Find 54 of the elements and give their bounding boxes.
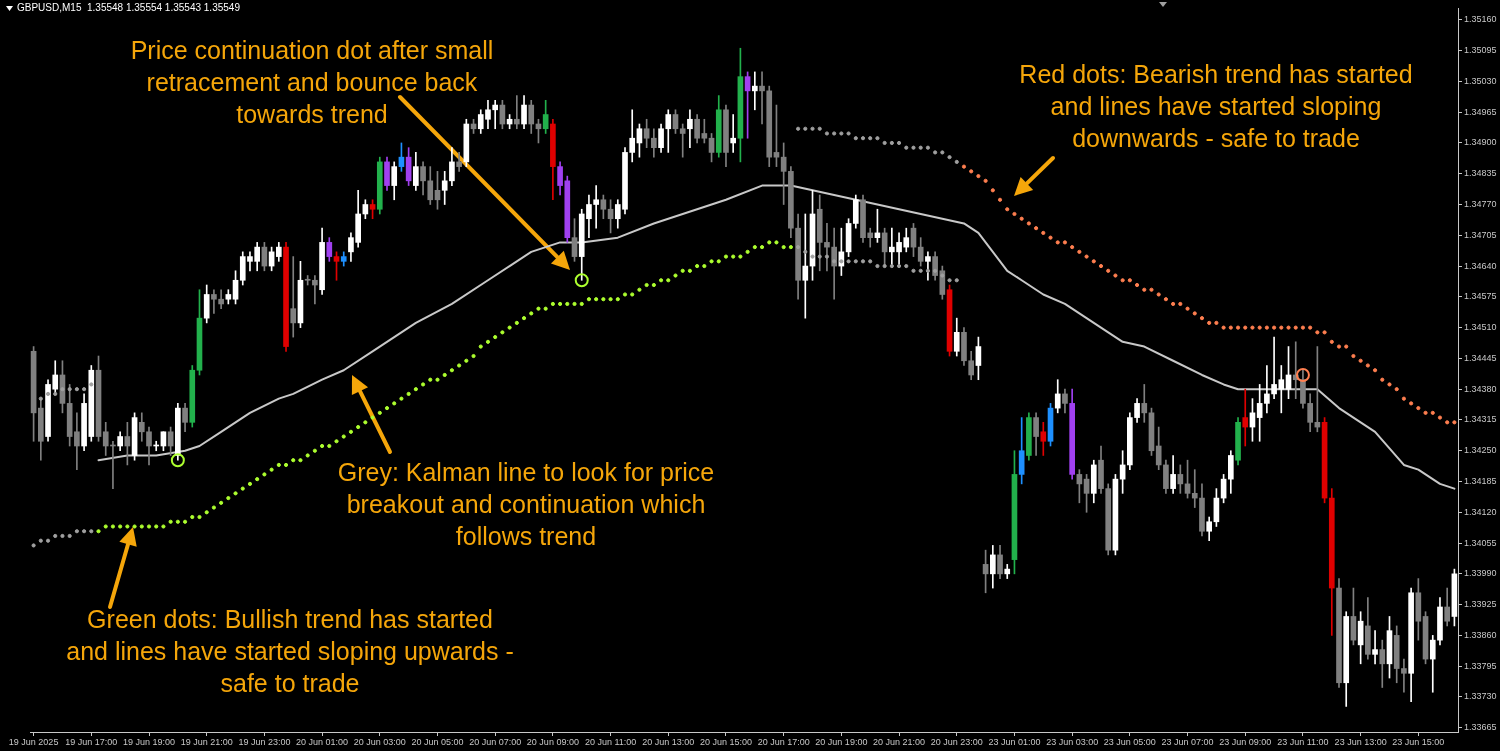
y-tick-label: 1.34380 <box>1464 383 1497 394</box>
y-tick-label: 1.35095 <box>1464 45 1497 56</box>
chart-title: GBPUSD,M15 1.35548 1.35554 1.35543 1.35549 <box>17 2 240 13</box>
x-tick-label: 20 Jun 03:00 <box>353 736 406 747</box>
x-tick-label: 23 Jun 15:00 <box>1392 736 1445 747</box>
y-tick-label: 1.34250 <box>1464 445 1497 456</box>
x-tick-label: 23 Jun 11:00 <box>1277 736 1329 747</box>
y-tick-label: 1.34575 <box>1464 291 1497 302</box>
x-tick-label: 23 Jun 13:00 <box>1334 736 1387 747</box>
x-tick-label: 20 Jun 13:00 <box>642 736 695 747</box>
y-tick-label: 1.34770 <box>1464 198 1497 209</box>
y-tick-label: 1.34315 <box>1464 414 1497 425</box>
x-tick-label: 20 Jun 09:00 <box>526 736 579 747</box>
y-tick-label: 1.35030 <box>1464 75 1497 86</box>
x-tick-label: 19 Jun 23:00 <box>238 736 291 747</box>
x-tick-label: 23 Jun 01:00 <box>988 736 1041 747</box>
x-tick-label: 23 Jun 03:00 <box>1046 736 1099 747</box>
y-tick-label: 1.35160 <box>1464 14 1497 25</box>
x-tick-label: 19 Jun 21:00 <box>180 736 233 747</box>
x-tick-label: 23 Jun 09:00 <box>1219 736 1272 747</box>
y-tick-label: 1.33925 <box>1464 599 1497 610</box>
x-tick-label: 19 Jun 2025 <box>8 736 59 747</box>
y-tick-label: 1.33665 <box>1464 722 1497 733</box>
annotation: Green dots: Bullish trend has started and lines have started sloping upwards - safe to trade <box>66 604 514 699</box>
y-tick-label: 1.34120 <box>1464 506 1497 517</box>
x-tick-label: 20 Jun 15:00 <box>699 736 752 747</box>
annotation: Grey: Kalman line to look for price breakout and continuation which follows trend <box>337 457 715 552</box>
y-tick-label: 1.34705 <box>1464 229 1497 240</box>
x-tick-label: 20 Jun 05:00 <box>411 736 464 747</box>
x-tick-label: 19 Jun 19:00 <box>122 736 176 747</box>
y-tick-label: 1.34055 <box>1464 537 1497 548</box>
x-tick-label: 20 Jun 07:00 <box>469 736 522 747</box>
y-tick-label: 1.33795 <box>1464 660 1497 671</box>
y-tick-label: 1.33730 <box>1464 691 1497 702</box>
y-tick-label: 1.34640 <box>1464 260 1497 271</box>
y-tick-label: 1.33990 <box>1464 568 1497 579</box>
y-tick-label: 1.34900 <box>1464 137 1497 148</box>
y-tick-label: 1.34510 <box>1464 322 1497 333</box>
x-tick-label: 23 Jun 07:00 <box>1161 736 1214 747</box>
x-tick-label: 20 Jun 23:00 <box>930 736 983 747</box>
y-tick-label: 1.34185 <box>1464 476 1497 486</box>
annotation: Price continuation dot after small retracement and bounce back towards trend <box>130 35 494 130</box>
x-tick-label: 20 Jun 17:00 <box>757 736 810 747</box>
x-tick-label: 20 Jun 11:00 <box>584 736 637 747</box>
x-tick-label: 20 Jun 21:00 <box>873 736 926 747</box>
annotation: Red dots: Bearish trend has started and lines have started sloping downwards - safe to trade <box>1019 59 1413 154</box>
y-tick-label: 1.33860 <box>1464 629 1497 640</box>
y-tick-label: 1.34445 <box>1464 352 1497 363</box>
y-tick-label: 1.34835 <box>1464 168 1497 179</box>
y-tick-label: 1.34965 <box>1464 106 1497 117</box>
x-tick-label: 23 Jun 05:00 <box>1103 736 1156 747</box>
x-tick-label: 19 Jun 17:00 <box>65 736 118 747</box>
x-tick-label: 20 Jun 01:00 <box>296 736 349 747</box>
x-tick-label: 20 Jun 19:00 <box>815 736 868 747</box>
